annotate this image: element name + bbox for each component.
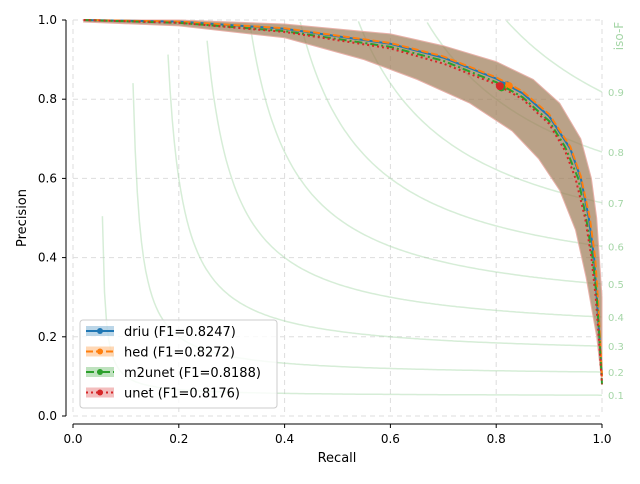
legend-label: m2unet (F1=0.8188) <box>124 366 261 381</box>
y-tick-label: 0.0 <box>38 409 57 423</box>
y-tick-label: 0.8 <box>38 92 57 106</box>
iso-f-curve <box>505 20 603 93</box>
series-line-2 <box>83 19 603 385</box>
iso-f-curve <box>206 40 603 318</box>
series-line-3 <box>83 19 603 385</box>
series-line-1 <box>83 19 603 377</box>
legend-label: hed (F1=0.8272) <box>124 346 235 361</box>
legend-label: unet (F1=0.8176) <box>124 387 240 402</box>
iso-f-value: 0.5 <box>608 280 624 291</box>
y-tick-label: 0.4 <box>38 251 57 265</box>
y-tick-label: 0.2 <box>38 330 57 344</box>
x-axis-label: Recall <box>318 451 357 466</box>
iso-f-value: 0.7 <box>608 199 624 210</box>
legend-box <box>79 319 278 409</box>
legend-label: driu (F1=0.8247) <box>124 325 236 340</box>
series-marker-3 <box>495 82 504 91</box>
iso-f-value: 0.4 <box>608 313 624 324</box>
x-tick-label: 0.0 <box>63 432 82 446</box>
iso-f-value: 0.6 <box>608 242 624 253</box>
iso-f-curve <box>299 21 603 248</box>
iso-f-value: 0.1 <box>608 391 624 402</box>
std-band <box>83 19 603 385</box>
x-tick-label: 1.0 <box>592 432 611 446</box>
iso-f-label: iso-F <box>612 22 626 50</box>
legend-marker <box>97 328 103 334</box>
y-tick-label: 0.6 <box>38 171 57 185</box>
iso-f-curve <box>167 54 602 347</box>
legend-marker <box>97 369 103 375</box>
legend-marker <box>97 389 103 396</box>
y-axis-label: Precision <box>15 189 30 247</box>
x-tick-label: 0.4 <box>275 432 294 446</box>
x-tick-label: 0.6 <box>381 432 400 446</box>
iso-f-value: 0.2 <box>608 368 624 379</box>
iso-f-value: 0.3 <box>608 342 624 353</box>
y-tick-label: 1.0 <box>38 13 57 27</box>
x-tick-label: 0.2 <box>169 432 188 446</box>
iso-f-curve <box>249 27 602 285</box>
iso-f-value: 0.8 <box>608 148 624 159</box>
x-tick-label: 0.8 <box>487 432 506 446</box>
iso-f-value: 0.9 <box>608 88 624 99</box>
legend-marker <box>97 348 103 355</box>
